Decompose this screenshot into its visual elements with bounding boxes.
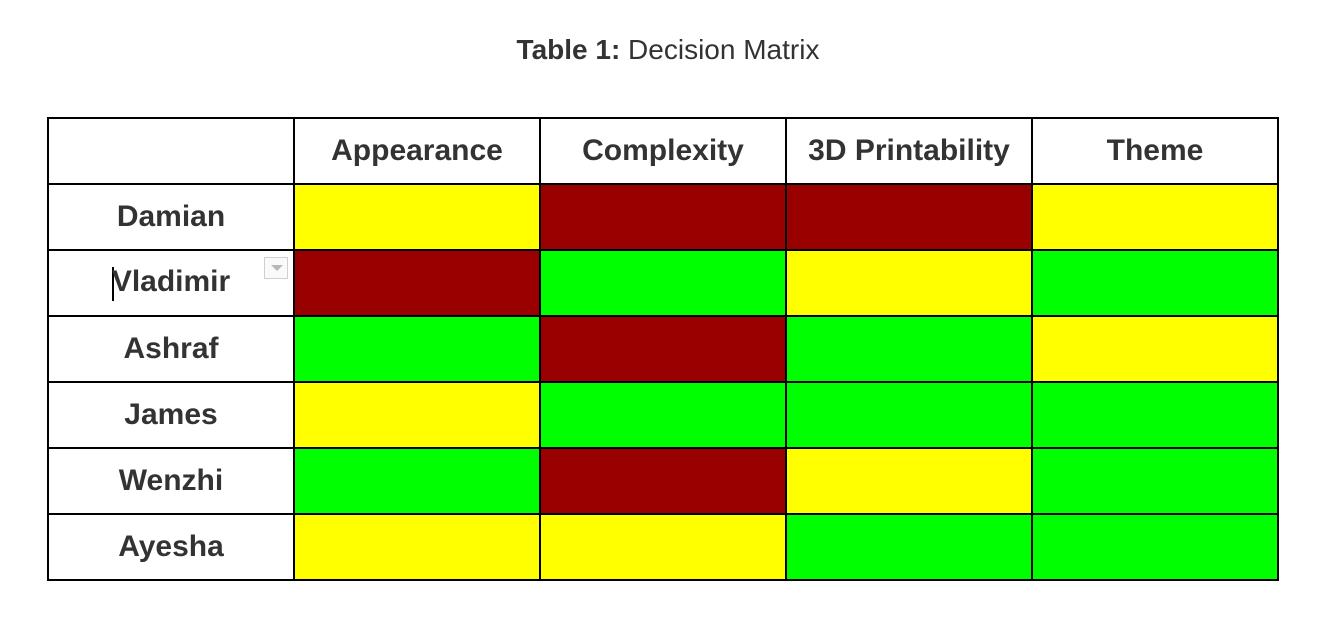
table-row: Ayesha [47,513,1279,581]
rating-cell[interactable] [785,513,1033,581]
row-name: Vladimir [111,265,231,299]
table-row: Ashraf [47,315,1279,383]
caption-text: Decision Matrix [620,34,820,65]
rating-cell[interactable] [1031,315,1279,383]
cell-dropdown-icon[interactable] [264,257,288,279]
row-name-cell[interactable]: Wenzhi [47,447,295,515]
column-header-appearance[interactable]: Appearance [293,117,541,185]
rating-cell[interactable] [1031,183,1279,251]
rating-cell[interactable] [785,315,1033,383]
rating-cell[interactable] [293,183,541,251]
table-row: James [47,381,1279,449]
row-name: Ayesha [118,530,224,563]
rating-cell[interactable] [539,381,787,449]
row-name-cell[interactable]: Ayesha [47,513,295,581]
rating-cell[interactable] [785,249,1033,317]
rating-cell[interactable] [539,315,787,383]
rating-cell[interactable] [785,183,1033,251]
table-row: Vladimir [47,249,1279,317]
row-name: Wenzhi [118,464,224,497]
corner-cell[interactable] [47,117,295,185]
rating-cell[interactable] [539,183,787,251]
row-name-cell[interactable]: Ashraf [47,315,295,383]
row-name-cell[interactable]: James [47,381,295,449]
row-name: James [124,398,218,431]
rating-cell[interactable] [1031,249,1279,317]
rating-cell[interactable] [293,447,541,515]
row-name: Ashraf [123,332,219,365]
caption-label: Table 1: [516,34,621,65]
rating-cell[interactable] [1031,381,1279,449]
column-header-theme[interactable]: Theme [1031,117,1279,185]
rating-cell[interactable] [293,315,541,383]
column-header-complexity[interactable]: Complexity [539,117,787,185]
rating-cell[interactable] [785,381,1033,449]
rating-cell[interactable] [539,249,787,317]
rating-cell[interactable] [785,447,1033,515]
table-row: Damian [47,183,1279,251]
rating-cell[interactable] [1031,513,1279,581]
table-row: Wenzhi [47,447,1279,515]
rating-cell[interactable] [539,513,787,581]
rating-cell[interactable] [539,447,787,515]
row-name-cell[interactable]: Vladimir [47,249,295,317]
text-cursor [111,266,114,301]
decision-matrix-table: Appearance Complexity 3D Printability Th… [47,117,1279,581]
rating-cell[interactable] [293,381,541,449]
row-name: Damian [116,200,226,233]
rating-cell[interactable] [293,513,541,581]
rating-cell[interactable] [1031,447,1279,515]
table-caption: Table 1: Decision Matrix [0,30,1336,70]
rating-cell[interactable] [293,249,541,317]
row-name-cell[interactable]: Damian [47,183,295,251]
header-row: Appearance Complexity 3D Printability Th… [47,117,1279,185]
column-header-3d-printability[interactable]: 3D Printability [785,117,1033,185]
